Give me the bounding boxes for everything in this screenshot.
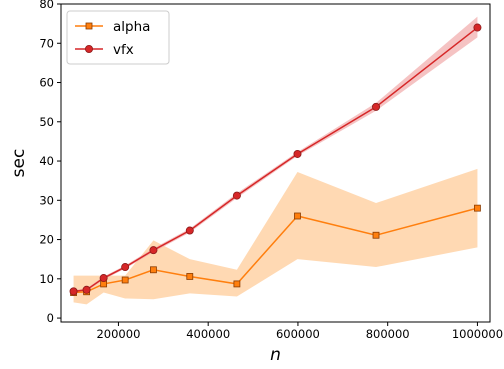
y-tick-label: 30 (39, 193, 54, 207)
x-tick-label: 1000000 (452, 327, 503, 341)
series-markers (69, 23, 482, 296)
point-alpha (294, 212, 301, 220)
point-alpha (474, 204, 481, 212)
confidence-bands (73, 16, 478, 305)
legend-marker-vfx (85, 45, 94, 54)
y-axis-title: sec (9, 149, 29, 178)
legend-marker-alpha (85, 22, 93, 30)
legend: alpha vfx (66, 10, 170, 65)
point-vfx (121, 263, 130, 272)
point-vfx (232, 191, 241, 200)
series-lines (73, 26, 478, 294)
y-tick-label: 70 (39, 36, 54, 50)
point-vfx (372, 102, 381, 111)
plot-area (69, 16, 482, 305)
point-vfx (473, 23, 482, 32)
x-tick-label: 600000 (276, 327, 320, 341)
point-alpha (233, 280, 241, 288)
x-axis-ticks: 200000 400000 600000 800000 1000000 (96, 322, 503, 341)
x-axis-title: n (270, 345, 281, 365)
y-tick-label: 50 (39, 115, 54, 129)
y-tick-label: 20 (39, 233, 54, 247)
point-alpha (121, 276, 129, 284)
point-alpha (372, 231, 380, 239)
point-alpha (186, 273, 194, 280)
legend-label-alpha: alpha (113, 19, 150, 35)
y-tick-label: 60 (39, 76, 54, 90)
line-alpha (73, 207, 478, 294)
x-tick-label: 400000 (186, 327, 230, 341)
band-alpha (73, 168, 478, 305)
y-tick-label: 40 (39, 154, 54, 168)
y-tick-label: 80 (39, 0, 54, 11)
point-vfx (149, 246, 158, 255)
point-vfx (69, 287, 78, 296)
legend-label-vfx: vfx (113, 42, 134, 58)
y-tick-label: 0 (47, 311, 54, 325)
point-vfx (99, 274, 108, 283)
x-tick-label: 200000 (96, 327, 140, 341)
x-tick-label: 800000 (366, 327, 410, 341)
point-vfx (293, 149, 302, 158)
y-tick-label: 10 (39, 272, 54, 286)
axes-frame (60, 3, 491, 323)
line-vfx (73, 26, 478, 293)
point-vfx (82, 285, 91, 294)
point-alpha (150, 266, 157, 274)
y-axis-ticks: 0 10 20 30 40 50 60 70 80 (39, 0, 61, 325)
point-vfx (185, 226, 194, 235)
